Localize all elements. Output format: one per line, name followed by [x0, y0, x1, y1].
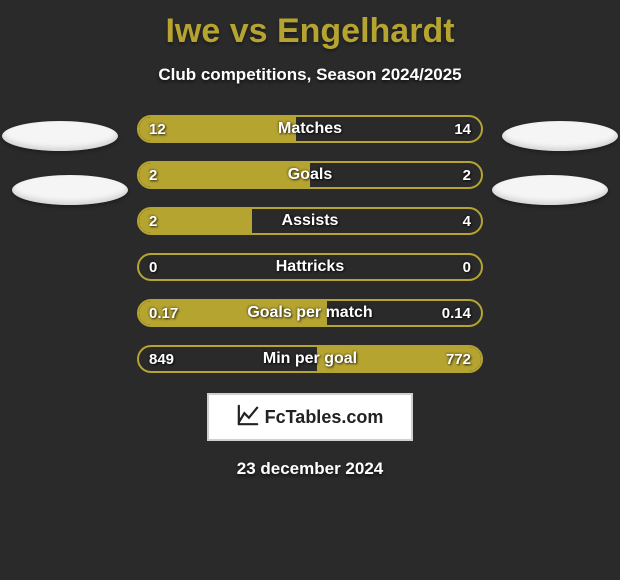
stat-row: 849Min per goal772 — [137, 345, 483, 373]
page-subtitle: Club competitions, Season 2024/2025 — [0, 65, 620, 85]
stats-container: 12Matches142Goals22Assists40Hattricks00.… — [0, 115, 620, 373]
stat-label: Min per goal — [139, 347, 481, 371]
stat-row: 12Matches14 — [137, 115, 483, 143]
stat-value-right: 4 — [463, 209, 471, 233]
footer-date: 23 december 2024 — [0, 459, 620, 479]
stat-label: Matches — [139, 117, 481, 141]
stat-row: 0Hattricks0 — [137, 253, 483, 281]
stat-value-right: 2 — [463, 163, 471, 187]
decor-oval-bot-right — [492, 175, 608, 205]
decor-oval-top-right — [502, 121, 618, 151]
decor-oval-top-left — [2, 121, 118, 151]
stat-label: Hattricks — [139, 255, 481, 279]
stat-value-right: 0.14 — [442, 301, 471, 325]
branding-text: FcTables.com — [265, 407, 384, 428]
stat-row: 2Goals2 — [137, 161, 483, 189]
stat-label: Goals — [139, 163, 481, 187]
stat-row: 2Assists4 — [137, 207, 483, 235]
stat-row: 0.17Goals per match0.14 — [137, 299, 483, 327]
decor-oval-bot-left — [12, 175, 128, 205]
page-title: Iwe vs Engelhardt — [0, 0, 620, 51]
stat-label: Goals per match — [139, 301, 481, 325]
stat-label: Assists — [139, 209, 481, 233]
stat-value-right: 14 — [454, 117, 471, 141]
stat-value-right: 0 — [463, 255, 471, 279]
branding-badge: FcTables.com — [207, 393, 413, 441]
stat-value-right: 772 — [446, 347, 471, 371]
chart-icon — [237, 404, 259, 431]
